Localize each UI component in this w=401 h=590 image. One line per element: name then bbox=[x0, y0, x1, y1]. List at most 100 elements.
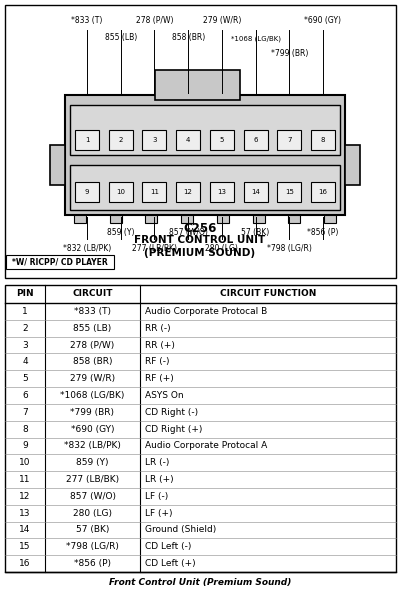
Text: 15: 15 bbox=[285, 189, 294, 195]
Bar bbox=[253, 215, 265, 223]
Text: 57 (BK): 57 (BK) bbox=[76, 526, 109, 535]
Text: FRONT CONTROL UNIT: FRONT CONTROL UNIT bbox=[134, 235, 265, 245]
Bar bbox=[70, 165, 340, 210]
Bar bbox=[142, 130, 166, 150]
Text: 13: 13 bbox=[19, 509, 31, 517]
Text: CD Right (+): CD Right (+) bbox=[145, 425, 203, 434]
Text: Audio Corporate Protocal A: Audio Corporate Protocal A bbox=[145, 441, 267, 450]
Text: 10: 10 bbox=[116, 189, 125, 195]
Bar bbox=[109, 130, 133, 150]
Text: *832 (LB/PK): *832 (LB/PK) bbox=[64, 441, 121, 450]
Bar bbox=[288, 215, 300, 223]
Bar bbox=[5, 285, 396, 572]
Bar bbox=[210, 130, 234, 150]
Bar bbox=[311, 182, 335, 202]
Text: 11: 11 bbox=[19, 475, 31, 484]
Text: 278 (P/W): 278 (P/W) bbox=[136, 16, 173, 25]
Bar bbox=[110, 215, 122, 223]
Bar bbox=[109, 182, 133, 202]
Text: 1: 1 bbox=[22, 307, 28, 316]
Bar bbox=[217, 215, 229, 223]
Text: ASYS On: ASYS On bbox=[145, 391, 184, 400]
Text: 9: 9 bbox=[85, 189, 89, 195]
Text: RR (+): RR (+) bbox=[145, 340, 175, 349]
Text: CD Right (-): CD Right (-) bbox=[145, 408, 198, 417]
Text: *833 (T): *833 (T) bbox=[71, 16, 103, 25]
Bar bbox=[243, 130, 267, 150]
Text: *1068 (LG/BK): *1068 (LG/BK) bbox=[231, 35, 281, 42]
Bar bbox=[75, 130, 99, 150]
Text: Front Control Unit (Premium Sound): Front Control Unit (Premium Sound) bbox=[109, 578, 291, 586]
Bar bbox=[176, 130, 200, 150]
Bar bbox=[75, 182, 99, 202]
Text: *832 (LB/PK): *832 (LB/PK) bbox=[63, 244, 111, 253]
Bar bbox=[50, 145, 65, 185]
Text: Audio Corporate Protocal B: Audio Corporate Protocal B bbox=[145, 307, 267, 316]
Text: *856 (P): *856 (P) bbox=[74, 559, 111, 568]
Text: 5: 5 bbox=[220, 137, 224, 143]
Bar bbox=[277, 182, 301, 202]
Text: *799 (BR): *799 (BR) bbox=[71, 408, 115, 417]
Text: *856 (P): *856 (P) bbox=[307, 228, 339, 237]
Text: 1: 1 bbox=[85, 137, 89, 143]
Text: 16: 16 bbox=[19, 559, 31, 568]
Bar bbox=[5, 5, 396, 278]
Text: (PREMIUM SOUND): (PREMIUM SOUND) bbox=[144, 248, 255, 258]
Text: CIRCUIT FUNCTION: CIRCUIT FUNCTION bbox=[220, 290, 316, 299]
Text: 280 (LG): 280 (LG) bbox=[73, 509, 112, 517]
Text: CD Left (+): CD Left (+) bbox=[145, 559, 196, 568]
Text: 279 (W/R): 279 (W/R) bbox=[203, 16, 241, 25]
Text: 7: 7 bbox=[287, 137, 292, 143]
Text: 9: 9 bbox=[22, 441, 28, 450]
Bar bbox=[181, 215, 193, 223]
Text: 14: 14 bbox=[251, 189, 260, 195]
Text: 859 (Y): 859 (Y) bbox=[76, 458, 109, 467]
Text: *833 (T): *833 (T) bbox=[74, 307, 111, 316]
Text: 6: 6 bbox=[253, 137, 258, 143]
Text: 857 (W/O): 857 (W/O) bbox=[69, 492, 115, 501]
Text: 57 (BK): 57 (BK) bbox=[241, 228, 270, 237]
Text: 857 (W/O): 857 (W/O) bbox=[169, 228, 208, 237]
Text: CIRCUIT: CIRCUIT bbox=[72, 290, 113, 299]
Bar bbox=[311, 130, 335, 150]
Text: 855 (LB): 855 (LB) bbox=[105, 33, 137, 42]
Bar bbox=[243, 182, 267, 202]
Bar bbox=[277, 130, 301, 150]
Text: *798 (LG/R): *798 (LG/R) bbox=[267, 244, 312, 253]
Text: 279 (W/R): 279 (W/R) bbox=[70, 374, 115, 383]
Bar bbox=[6, 255, 114, 269]
Text: 8: 8 bbox=[22, 425, 28, 434]
Text: *690 (GY): *690 (GY) bbox=[304, 16, 342, 25]
Text: 278 (P/W): 278 (P/W) bbox=[70, 340, 115, 349]
Text: 8: 8 bbox=[321, 137, 325, 143]
Text: CD Left (-): CD Left (-) bbox=[145, 542, 191, 551]
Text: 7: 7 bbox=[22, 408, 28, 417]
Text: 4: 4 bbox=[186, 137, 190, 143]
Bar bbox=[345, 145, 360, 185]
Text: 15: 15 bbox=[19, 542, 31, 551]
Text: 855 (LB): 855 (LB) bbox=[73, 324, 111, 333]
Bar bbox=[74, 215, 86, 223]
Bar bbox=[142, 182, 166, 202]
Text: 16: 16 bbox=[318, 189, 328, 195]
Text: 14: 14 bbox=[19, 526, 31, 535]
Text: 858 (BR): 858 (BR) bbox=[73, 358, 112, 366]
Text: *W/ RICPP/ CD PLAYER: *W/ RICPP/ CD PLAYER bbox=[12, 257, 108, 267]
Bar bbox=[324, 215, 336, 223]
Text: 277 (LB/BK): 277 (LB/BK) bbox=[66, 475, 119, 484]
Text: LR (-): LR (-) bbox=[145, 458, 169, 467]
Text: 10: 10 bbox=[19, 458, 31, 467]
Text: RF (+): RF (+) bbox=[145, 374, 174, 383]
Text: 859 (Y): 859 (Y) bbox=[107, 228, 134, 237]
Bar bbox=[70, 105, 340, 155]
Bar bbox=[65, 95, 345, 215]
Text: 13: 13 bbox=[217, 189, 226, 195]
Text: 12: 12 bbox=[184, 189, 192, 195]
Text: *798 (LG/R): *798 (LG/R) bbox=[66, 542, 119, 551]
Text: 277 (LB/BK): 277 (LB/BK) bbox=[132, 244, 177, 253]
Bar bbox=[176, 182, 200, 202]
Text: *799 (BR): *799 (BR) bbox=[271, 49, 308, 58]
Text: RF (-): RF (-) bbox=[145, 358, 170, 366]
Text: 12: 12 bbox=[19, 492, 31, 501]
Text: 3: 3 bbox=[22, 340, 28, 349]
